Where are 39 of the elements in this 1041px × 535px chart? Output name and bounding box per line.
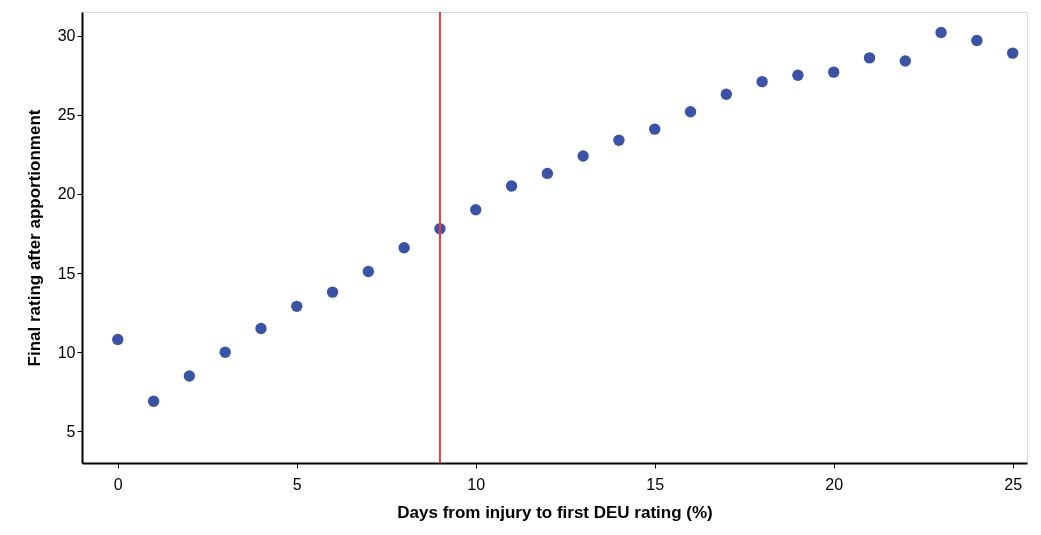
point — [863, 52, 876, 64]
y-tick-label: 25 — [57, 106, 76, 124]
point — [541, 167, 554, 180]
y-tick-label: 30 — [57, 27, 76, 45]
y-tick-label: 15 — [57, 264, 76, 282]
x-tick-label: 0 — [113, 475, 123, 493]
y-tick-label: 5 — [66, 422, 76, 440]
point — [684, 106, 697, 118]
point — [147, 395, 160, 407]
point — [720, 88, 733, 100]
point — [828, 66, 840, 78]
point — [470, 204, 482, 216]
y-tick-label: 10 — [57, 343, 76, 361]
point — [792, 69, 804, 81]
x-tick-label: 15 — [646, 475, 665, 493]
x-tick-label: 20 — [825, 475, 844, 493]
x-tick-label: 5 — [292, 475, 302, 493]
point — [219, 346, 231, 358]
point — [112, 333, 124, 346]
point — [649, 123, 661, 135]
point — [362, 265, 375, 278]
point — [1006, 47, 1019, 59]
point — [326, 286, 339, 298]
y-tick-label: 20 — [57, 185, 76, 203]
point — [398, 242, 410, 254]
point — [935, 26, 947, 39]
point — [613, 134, 625, 146]
point — [577, 150, 589, 162]
x-tick-label: 10 — [467, 475, 486, 493]
point — [291, 300, 303, 313]
point — [183, 370, 196, 382]
x-tick-label: 25 — [1004, 475, 1023, 493]
x-axis-title: Days from injury to first DEU rating (%) — [397, 502, 713, 522]
point — [255, 322, 267, 335]
point — [756, 75, 768, 88]
point — [971, 34, 983, 47]
point — [899, 55, 911, 67]
point — [505, 180, 518, 192]
y-axis-title: Final rating after apportionment — [24, 109, 44, 367]
